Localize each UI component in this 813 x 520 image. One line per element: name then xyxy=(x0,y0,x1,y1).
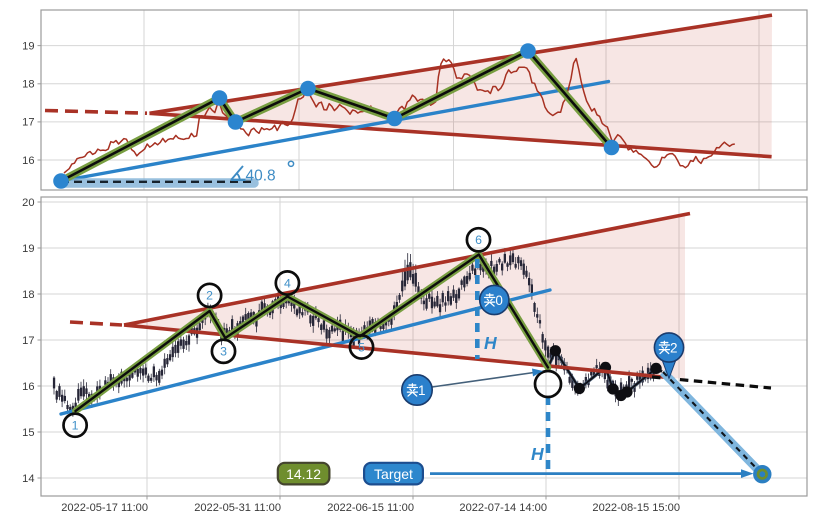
svg-text:15: 15 xyxy=(22,427,34,439)
svg-text:20: 20 xyxy=(22,197,34,209)
svg-text:14.12: 14.12 xyxy=(286,466,321,482)
svg-text:2: 2 xyxy=(206,289,213,303)
svg-text:40.8: 40.8 xyxy=(246,168,276,185)
svg-text:18: 18 xyxy=(22,79,34,91)
svg-text:2: 2 xyxy=(670,340,678,355)
svg-text:1: 1 xyxy=(418,383,426,398)
svg-text:0: 0 xyxy=(495,293,503,308)
svg-text:H: H xyxy=(531,444,544,464)
svg-text:19: 19 xyxy=(22,40,34,52)
svg-text:2022-07-14 14:00: 2022-07-14 14:00 xyxy=(459,502,547,514)
svg-text:2022-05-17 11:00: 2022-05-17 11:00 xyxy=(61,502,148,514)
svg-text:4: 4 xyxy=(284,276,291,290)
svg-text:H: H xyxy=(484,333,497,353)
svg-text:18: 18 xyxy=(22,289,34,301)
svg-text:6: 6 xyxy=(475,233,482,247)
svg-text:16: 16 xyxy=(22,381,34,393)
svg-text:1: 1 xyxy=(72,419,79,433)
svg-text:2022-06-15 11:00: 2022-06-15 11:00 xyxy=(327,502,414,514)
svg-text:17: 17 xyxy=(22,117,34,129)
svg-text:14: 14 xyxy=(22,473,34,485)
svg-text:5: 5 xyxy=(358,340,365,354)
svg-text:19: 19 xyxy=(22,243,34,255)
svg-text:16: 16 xyxy=(22,155,34,167)
svg-text:2022-08-15 15:00: 2022-08-15 15:00 xyxy=(592,502,680,514)
svg-text:2022-05-31 11:00: 2022-05-31 11:00 xyxy=(194,502,281,514)
svg-text:17: 17 xyxy=(22,335,34,347)
svg-text:3: 3 xyxy=(220,345,227,359)
svg-text:Target: Target xyxy=(374,466,413,482)
